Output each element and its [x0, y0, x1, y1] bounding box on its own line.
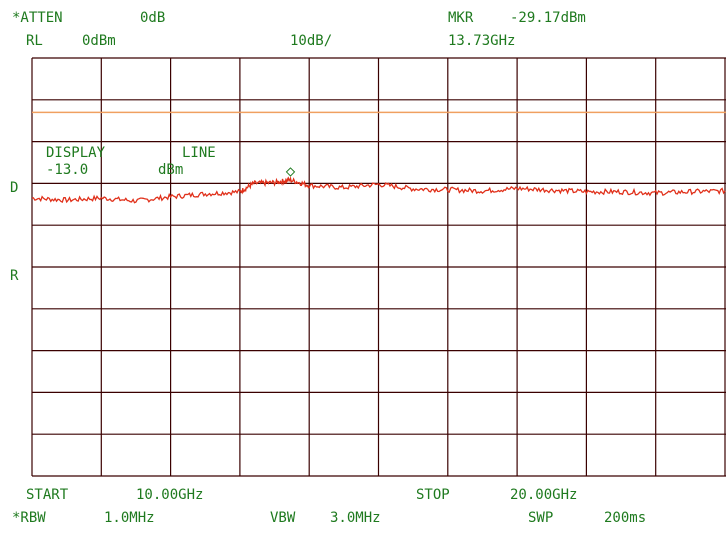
scale-value: 10dB/ [290, 33, 333, 49]
marker-amplitude: -29.17dBm [510, 10, 586, 26]
vbw-label: VBW [270, 510, 296, 526]
ref-level-label: RL [26, 33, 43, 49]
rbw-label: *RBW [12, 510, 46, 526]
vbw-value: 3.0MHz [330, 510, 381, 526]
display-line-value: -13.0 [46, 162, 89, 178]
sweep-label: SWP [528, 510, 554, 526]
sweep-time: 200ms [604, 510, 647, 526]
atten-value: 0dB [140, 10, 166, 26]
ref-level-value: 0dBm [82, 33, 116, 49]
stop-label: STOP [416, 487, 450, 503]
reference-marker: R [10, 268, 19, 284]
start-label: START [26, 487, 69, 503]
display-line-type: LINE [182, 145, 216, 161]
start-frequency: 10.00GHz [136, 487, 204, 503]
display-line-label: DISPLAY [46, 145, 106, 161]
stop-frequency: 20.00GHz [510, 487, 578, 503]
rbw-value: 1.0MHz [104, 510, 155, 526]
display-line-unit: dBm [158, 162, 184, 178]
marker-diamond [285, 167, 296, 177]
trace-line [31, 175, 726, 204]
atten-label: *ATTEN [12, 10, 63, 26]
display-line-marker: D [10, 180, 19, 196]
marker-label: MKR [448, 10, 474, 26]
marker-frequency: 13.73GHz [448, 33, 516, 49]
